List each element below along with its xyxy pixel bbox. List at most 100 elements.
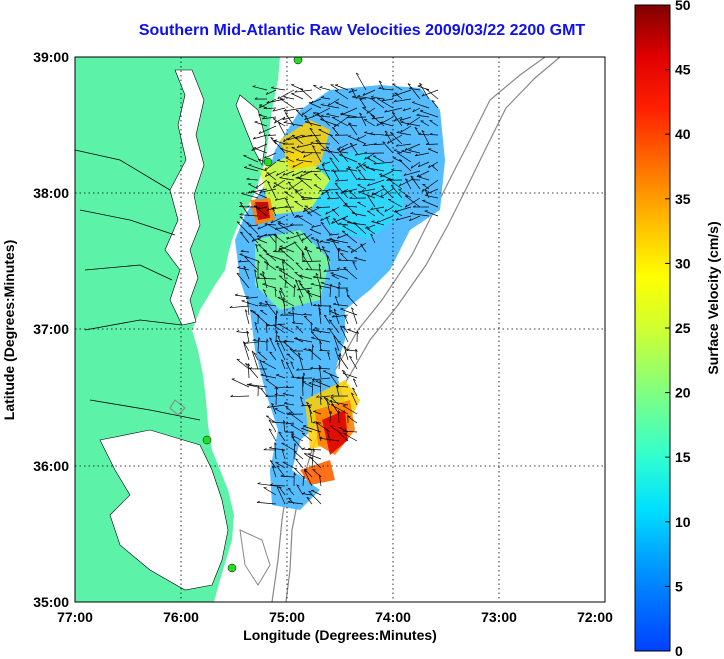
- velocity-arrow: [318, 304, 322, 316]
- map-area[interactable]: [75, 56, 605, 602]
- velocity-arrow: [393, 149, 403, 154]
- velocity-arrow: [337, 340, 349, 352]
- velocity-arrow: [302, 260, 322, 262]
- velocity-arrow: [319, 474, 322, 487]
- velocity-arrow: [243, 341, 250, 361]
- velocity-arrow: [346, 116, 367, 118]
- velocity-arrow: [329, 157, 340, 172]
- velocity-arrow: [418, 176, 430, 181]
- velocity-arrow: [301, 432, 313, 442]
- velocity-arrow: [326, 428, 331, 442]
- velocity-arrow: [392, 112, 403, 127]
- velocity-arrow: [299, 283, 313, 298]
- velocity-arrow: [397, 152, 412, 163]
- velocity-arrow: [295, 177, 313, 181]
- velocity-arrow: [320, 222, 331, 235]
- y-tick-label: 37:00: [33, 321, 69, 337]
- velocity-arrow: [380, 122, 394, 127]
- velocity-arrow: [340, 308, 358, 316]
- velocity-arrow: [275, 224, 295, 230]
- velocity-arrow: [347, 166, 358, 181]
- colorbar-tick-label: 15: [675, 449, 691, 465]
- velocity-arrow: [331, 215, 349, 224]
- velocity-arrow: [262, 289, 268, 298]
- velocity-arrow: [421, 179, 439, 192]
- velocity-arrow: [296, 368, 313, 371]
- velocity-arrow: [301, 151, 322, 154]
- velocity-arrow: [275, 197, 286, 201]
- velocity-arrow: [269, 351, 277, 361]
- velocity-arrow: [264, 300, 277, 316]
- velocity-arrow: [311, 489, 322, 496]
- velocity-arrow: [370, 96, 385, 100]
- velocity-arrow: [315, 380, 331, 388]
- velocity-arrow: [394, 92, 403, 100]
- velocity-arrow: [265, 322, 268, 334]
- velocity-arrow: [253, 134, 268, 140]
- velocity-arrow: [398, 159, 412, 172]
- velocity-arrow: [283, 122, 304, 127]
- velocity-arrow: [273, 179, 286, 189]
- velocity-arrow: [241, 193, 259, 199]
- station-marker: [202, 435, 212, 445]
- velocity-arrow: [234, 294, 250, 298]
- colorbar: 0 5 10 15 20 25 30 35 40 45 50 Surface Velocity (c…: [634, 0, 721, 659]
- velocity-arrow: [290, 361, 295, 370]
- velocity-arrow: [256, 233, 277, 238]
- velocity-arrow: [260, 310, 268, 316]
- velocity-arrow: [263, 261, 277, 271]
- velocity-arrow: [248, 183, 259, 190]
- velocity-arrow: [320, 396, 322, 406]
- velocity-arrow: [392, 89, 412, 97]
- velocity-arrow: [248, 384, 268, 388]
- velocity-arrow: [382, 98, 394, 102]
- velocity-arrow: [335, 102, 349, 109]
- velocity-arrow: [384, 206, 394, 213]
- velocity-arrow: [271, 421, 286, 424]
- velocity-arrow: [295, 279, 304, 298]
- velocity-arrow: [332, 117, 349, 127]
- velocity-arrow: [330, 404, 349, 415]
- velocity-arrow: [268, 233, 277, 244]
- velocity-arrow: [329, 410, 332, 424]
- velocity-arrow: [263, 487, 277, 496]
- velocity-arrow: [357, 201, 367, 208]
- velocity-arrow: [396, 132, 412, 136]
- velocity-arrow: [314, 327, 322, 334]
- velocity-arrow: [240, 250, 250, 253]
- velocity-arrow: [269, 484, 286, 487]
- velocity-arrow: [257, 224, 268, 230]
- velocity-arrow: [304, 116, 313, 121]
- velocity-arrow: [278, 431, 286, 442]
- velocity-arrow: [342, 372, 358, 379]
- velocity-arrow: [256, 179, 268, 189]
- velocity-arrow: [287, 134, 304, 141]
- velocity-arrow: [336, 385, 340, 397]
- velocity-arrow: [376, 215, 394, 224]
- velocity-arrow: [282, 461, 295, 469]
- velocity-arrow: [273, 140, 286, 154]
- velocity-arrow: [265, 379, 277, 388]
- velocity-arrow: [370, 233, 376, 244]
- velocity-arrow: [298, 295, 304, 307]
- velocity-arrow: [382, 141, 394, 154]
- velocity-arrow: [285, 422, 295, 425]
- velocity-arrow: [400, 125, 412, 133]
- station-marker: [263, 157, 273, 167]
- velocity-arrow: [428, 161, 439, 169]
- velocity-arrow: [357, 184, 367, 190]
- velocity-arrow: [334, 84, 349, 91]
- velocity-arrow: [416, 170, 430, 178]
- velocity-arrow: [294, 189, 304, 199]
- velocity-arrow: [331, 239, 340, 253]
- velocity-arrow: [319, 188, 340, 192]
- velocity-arrow: [410, 161, 421, 169]
- velocity-arrow: [352, 378, 358, 388]
- velocity-arrow: [335, 385, 349, 388]
- velocity-arrow: [278, 269, 295, 280]
- velocity-arrow: [339, 151, 349, 154]
- velocity-arrow: [251, 143, 268, 152]
- velocity-arrow: [277, 296, 295, 307]
- velocity-arrow: [254, 322, 259, 334]
- y-axis-label: Latitude (Degrees:Minutes): [1, 240, 17, 420]
